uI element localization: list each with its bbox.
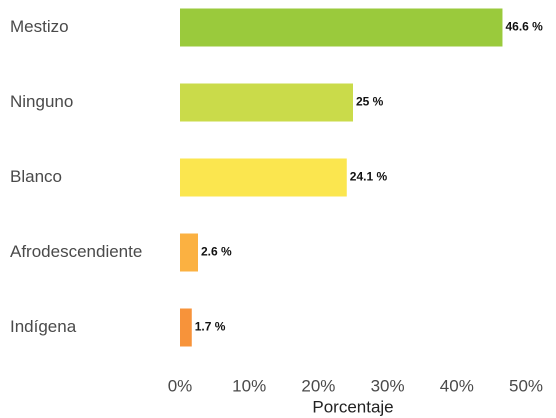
value-label: 24.1 % [350,170,388,184]
value-label: 1.7 % [195,320,226,334]
bar [180,8,503,47]
y-tick-label: Indígena [10,317,77,336]
bar [180,83,353,122]
y-tick-label: Mestizo [10,17,69,36]
bar [180,158,347,197]
x-tick-label: 10% [232,376,266,395]
value-label: 2.6 % [201,245,232,259]
bar [180,233,198,272]
x-tick-label: 30% [371,376,405,395]
value-label: 25 % [356,95,384,109]
y-tick-label: Afrodescendiente [10,242,142,261]
x-tick-label: 40% [440,376,474,395]
bar [180,308,192,347]
y-tick-label: Blanco [10,167,62,186]
value-label: 46.6 % [505,20,543,34]
x-tick-label: 0% [168,376,193,395]
x-tick-label: 50% [509,376,543,395]
y-tick-label: Ninguno [10,92,73,111]
x-tick-label: 20% [301,376,335,395]
x-axis-label: Porcentaje [312,397,393,416]
